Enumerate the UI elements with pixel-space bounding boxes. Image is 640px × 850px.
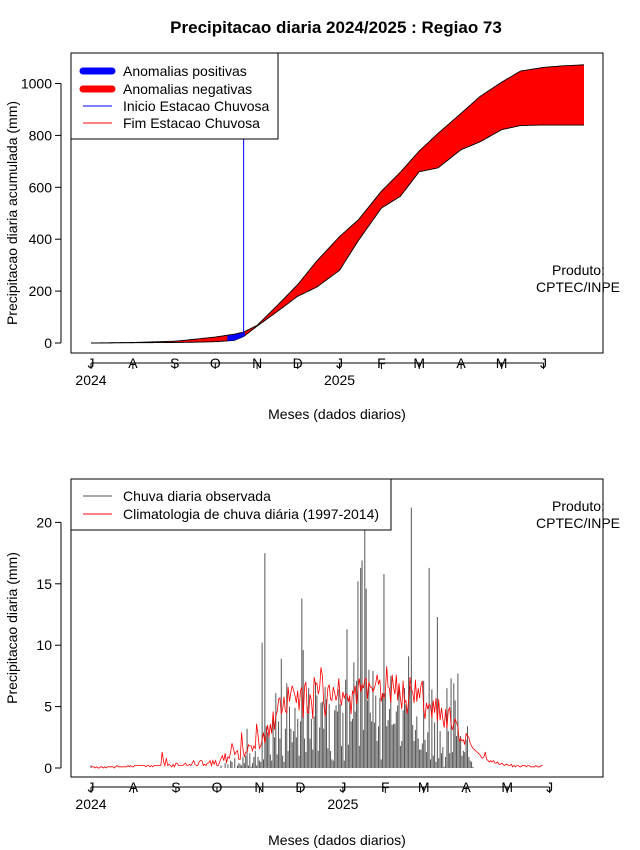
y-axis: 0 5 10 15 20 [36,514,62,776]
anomaly-area-layer [90,64,585,344]
y-tick-label: 200 [29,283,53,299]
y-tick-label: 0 [44,760,52,776]
year-label: 2025 [327,796,358,812]
y-tick-label: 800 [29,127,53,143]
climatology-accumulated-line [90,64,585,344]
product-credit-line-1: Produto: [552,498,605,514]
x-tick-label: J [546,779,553,795]
y-tick-label: 1000 [21,76,52,92]
year-label: 2024 [75,372,106,388]
legend-label-end: Fim Estacao Chuvosa [123,115,260,131]
legend-label-positive: Anomalias positivas [123,63,247,79]
observed-accumulated-line [90,124,584,344]
y-tick-label: 0 [44,335,52,351]
x-tick-label: O [210,355,221,371]
plot-frame [70,52,604,354]
product-credit-line-2: CPTEC/INPE [536,279,620,295]
positive-anomaly-area [227,331,245,341]
product-credit-line-1: Produto: [552,262,605,278]
legend-box [70,52,279,140]
y-tick-label: 20 [36,514,52,530]
y-axis-label: Precipitacao diaria (mm) [4,552,20,704]
x-tick-label: N [254,779,264,795]
x-tick-label: N [252,355,262,371]
legend-box [70,478,392,531]
x-tick-label: J [88,355,95,371]
x-axis-label: Meses (dados diarios) [268,832,406,848]
legend: Chuva diaria observada Climatologia de c… [70,478,392,531]
accumulated-precipitation-chart: Precipitacao diaria 2024/2025 : Regiao 7… [4,18,620,422]
y-tick-label: 15 [36,576,52,592]
y-axis-label: Precipitacao diaria acumulada (mm) [4,101,20,325]
x-tick-label: A [456,355,466,371]
legend: Anomalias positivas Anomalias negativas … [70,52,279,140]
y-tick-label: 5 [44,699,52,715]
x-tick-label: O [212,779,223,795]
x-tick-label: J [540,355,547,371]
x-tick-label: F [377,355,386,371]
y-tick-label: 400 [29,231,53,247]
x-tick-label: A [129,779,139,795]
legend-label-onset: Inicio Estacao Chuvosa [123,98,270,114]
chart-title: Precipitacao diaria 2024/2025 : Regiao 7… [170,18,502,37]
x-tick-label: A [461,779,471,795]
x-tick-label: M [418,779,430,795]
x-tick-label: J [336,355,343,371]
year-label: 2025 [324,372,355,388]
x-tick-label: S [171,779,180,795]
x-tick-label: A [128,355,138,371]
y-axis: 0 200 400 600 800 1000 [21,76,62,351]
year-label: 2024 [75,796,106,812]
climatology-line [91,666,543,769]
legend-label-observed: Chuva diaria observada [123,488,271,504]
x-axis-label: Meses (dados diarios) [268,406,406,422]
y-tick-label: 600 [29,179,53,195]
x-tick-label: M [496,355,508,371]
x-tick-label: D [295,779,305,795]
x-tick-label: M [413,355,425,371]
legend-label-climatology: Climatologia de chuva diária (1997-2014) [123,506,379,522]
x-tick-label: M [501,779,513,795]
x-tick-label: S [170,355,179,371]
product-credit-line-2: CPTEC/INPE [536,515,620,531]
y-tick-label: 10 [36,637,52,653]
x-tick-label: F [381,779,390,795]
x-tick-label: J [88,779,95,795]
x-tick-label: D [293,355,303,371]
negative-anomaly-area [91,64,584,343]
legend-label-negative: Anomalias negativas [123,81,252,97]
x-tick-label: J [339,779,346,795]
